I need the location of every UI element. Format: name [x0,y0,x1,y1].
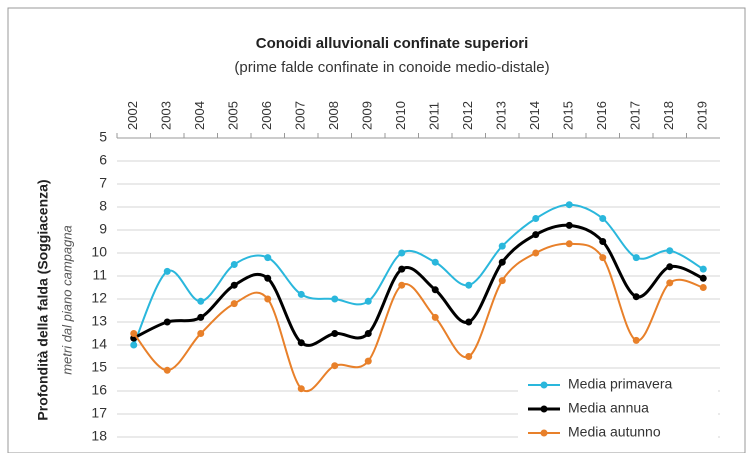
x-tick-label: 2017 [628,101,643,130]
x-tick-label: 2004 [192,101,207,130]
point [465,281,473,289]
point [431,313,439,321]
point [699,274,707,282]
point [230,261,238,268]
point [163,318,171,326]
point [465,353,473,360]
x-tick-label: 2005 [226,101,241,130]
y-tick-label: 11 [92,267,107,283]
point [498,258,506,266]
chart-title: Conoidi alluvionali confinate superiori [256,35,529,52]
point [331,362,339,370]
point [532,231,540,239]
point [666,263,674,271]
x-tick-label: 2010 [393,101,408,130]
point [532,215,540,222]
y-tick-label: 14 [91,336,107,352]
point [230,281,238,289]
x-tick-label: 2008 [326,101,341,130]
legend-marker [540,381,548,389]
y-axis-label: Profondità della falda (Soggiacenza) [35,179,51,420]
point [632,336,640,344]
x-tick-label: 2015 [561,101,576,130]
x-tick-label: 2006 [259,101,274,130]
point [364,297,372,305]
x-tick-label: 2019 [695,101,710,130]
legend-label: Media annua [568,400,649,416]
point [666,247,674,255]
point [431,258,439,266]
point [130,341,138,349]
x-tick-label: 2009 [360,101,375,130]
point [398,281,406,289]
point [163,366,171,374]
point [197,330,205,337]
y-tick-label: 15 [91,359,107,375]
y-tick-label: 6 [99,152,107,168]
point [297,385,305,393]
point [632,293,640,301]
point [264,254,272,262]
point [163,267,171,275]
point [364,357,372,365]
point [699,265,707,273]
legend-marker [540,429,548,437]
point [465,318,473,326]
y-tick-label: 7 [99,175,107,191]
y-tick-label: 17 [91,405,107,421]
point [565,240,573,248]
point [197,297,205,305]
point [331,295,339,303]
point [264,295,272,303]
x-tick-label: 2014 [527,101,542,130]
legend-marker [540,405,548,413]
point [599,238,607,245]
y-tick-label: 9 [99,221,107,237]
y-tick-label: 5 [99,129,107,145]
point [632,254,640,262]
chart-subtitle: (prime falde confinate in conoide medio-… [234,59,549,76]
x-tick-label: 2012 [460,101,475,130]
point [599,254,607,262]
point [699,284,707,291]
point [565,201,573,209]
y-tick-label: 18 [91,428,107,444]
point [565,221,573,229]
y-tick-label: 12 [91,290,107,306]
x-tick-label: 2013 [494,101,509,130]
x-tick-label: 2007 [293,101,308,130]
point [498,277,506,285]
point [398,249,406,257]
point [197,313,205,321]
point [331,330,339,337]
point [297,339,305,347]
point [431,286,439,294]
point [498,242,506,250]
point [297,290,305,298]
point [599,215,607,222]
y-tick-label: 10 [91,244,107,260]
y-tick-label: 8 [99,198,107,214]
x-tick-label: 2002 [125,101,140,130]
x-tick-label: 2003 [159,101,174,130]
legend-label: Media primavera [568,376,672,392]
y-tick-label: 16 [91,382,107,398]
point [230,300,238,308]
x-tick-label: 2016 [594,101,609,130]
point [130,330,138,337]
x-tick-label: 2011 [427,102,442,130]
x-tick-label: 2018 [661,101,676,130]
y-axis-sublabel: metri dal piano campagna [59,225,74,375]
y-tick-label: 13 [91,313,107,329]
legend-label: Media autunno [568,424,661,440]
point [666,279,674,287]
point [398,265,406,273]
point [264,274,272,282]
point [532,249,540,257]
point [364,330,372,337]
